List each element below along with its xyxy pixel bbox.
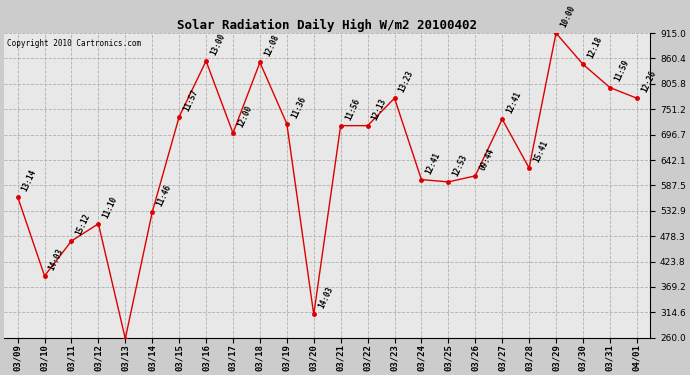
Text: 15:41: 15:41: [532, 139, 550, 164]
Text: 12:13: 12:13: [371, 97, 388, 122]
Text: 12:00: 12:00: [236, 104, 254, 129]
Text: 14:56: 14:56: [0, 374, 1, 375]
Text: 11:56: 11:56: [344, 97, 362, 122]
Text: 12:53: 12:53: [451, 153, 469, 178]
Text: 12:26: 12:26: [640, 69, 658, 94]
Text: 13:23: 13:23: [397, 69, 415, 94]
Text: 11:36: 11:36: [290, 95, 308, 120]
Text: 11:46: 11:46: [155, 183, 173, 208]
Text: 12:41: 12:41: [505, 90, 523, 115]
Title: Solar Radiation Daily High W/m2 20100402: Solar Radiation Daily High W/m2 20100402: [177, 19, 477, 32]
Text: 11:10: 11:10: [101, 195, 119, 220]
Text: 12:18: 12:18: [586, 35, 604, 60]
Text: 13:00: 13:00: [209, 32, 227, 57]
Text: 15:12: 15:12: [75, 212, 92, 237]
Text: 09:44: 09:44: [478, 147, 496, 172]
Text: 14:03: 14:03: [317, 285, 335, 310]
Text: 11:59: 11:59: [613, 58, 631, 83]
Text: Copyright 2010 Cartronics.com: Copyright 2010 Cartronics.com: [8, 39, 141, 48]
Text: 13:14: 13:14: [21, 168, 39, 193]
Text: 12:41: 12:41: [424, 151, 442, 176]
Text: 10:00: 10:00: [559, 4, 577, 29]
Text: 14:03: 14:03: [48, 247, 66, 272]
Text: 11:57: 11:57: [182, 88, 200, 112]
Text: 12:08: 12:08: [263, 33, 281, 58]
